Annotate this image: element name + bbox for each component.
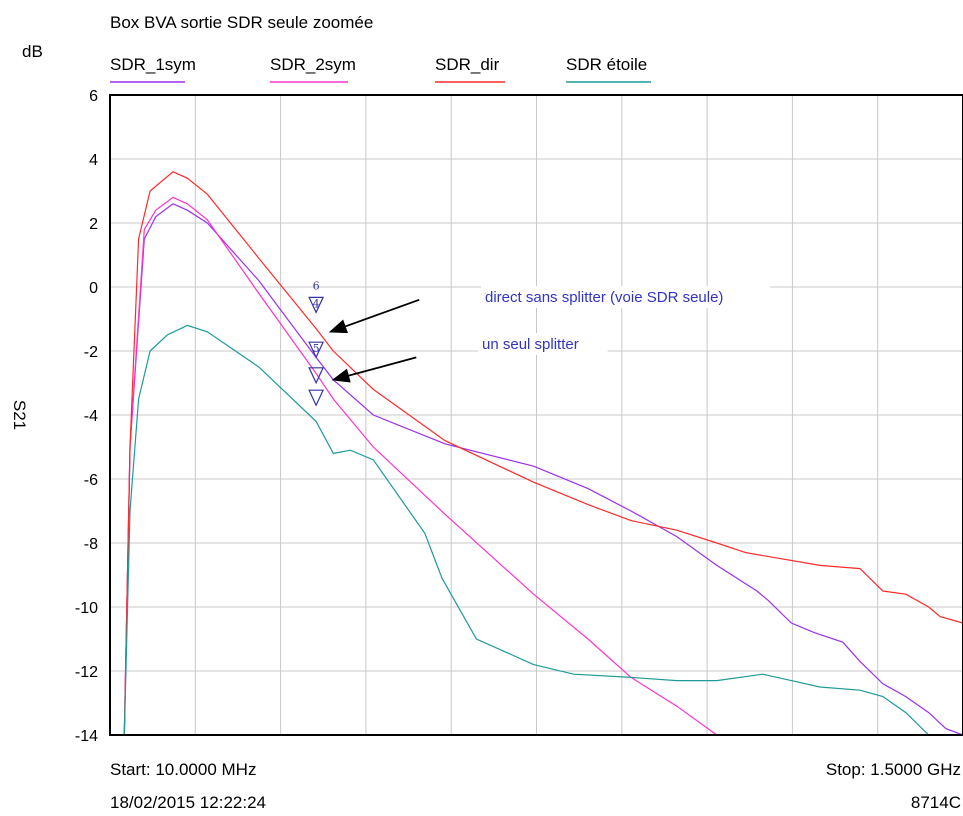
plot-frame — [109, 94, 963, 736]
x-start-label: Start: 10.0000 MHz — [110, 760, 256, 779]
series-line — [110, 203, 963, 735]
y-ticks: 6 4 2 0 -2 -4 -6 -8 -10 -12 -14 — [75, 88, 98, 745]
series-line — [110, 196, 718, 735]
chart-title: Box BVA sortie SDR seule zoomée — [110, 13, 373, 32]
y-tick-label: -2 — [84, 344, 98, 361]
grid — [110, 95, 963, 735]
y-unit-label: dB — [22, 42, 43, 61]
y-tick-label: 4 — [89, 152, 98, 169]
y-tick-label: -10 — [75, 600, 98, 617]
marker-triangle[interactable] — [308, 367, 325, 385]
x-stop-label: Stop: 1.5000 GHz — [826, 760, 961, 779]
y-tick-label: -12 — [75, 664, 98, 681]
annotation-bg — [478, 333, 608, 355]
annotation-arrow — [328, 298, 420, 334]
y-tick-label: -8 — [84, 536, 98, 553]
annotation-text: un seul splitter — [482, 336, 579, 353]
y-tick-label: 6 — [89, 88, 98, 105]
y-tick-label: -14 — [75, 728, 98, 745]
legend-entry: SDR_1sym — [110, 55, 196, 74]
marker-label: 5 — [313, 342, 320, 355]
annotation-arrow — [331, 356, 417, 383]
y-tick-label: -6 — [84, 472, 98, 489]
marker-number: 6 — [313, 279, 320, 292]
annotation-text: direct sans splitter (voie SDR seule) — [485, 289, 723, 306]
annotation-bg — [481, 286, 771, 308]
y-tick-label: 2 — [89, 216, 98, 233]
y-tick-label: -4 — [84, 408, 98, 425]
timestamp: 18/02/2015 12:22:24 — [110, 793, 266, 812]
instrument-model: 8714C — [911, 793, 961, 812]
annotations: direct sans splitter (voie SDR seule) un … — [328, 286, 771, 383]
markers: 6 4 5 — [308, 279, 325, 407]
y-axis-label: S21 — [10, 400, 29, 430]
y-tick-label: 0 — [89, 280, 98, 297]
legend-entry: SDR_dir — [435, 55, 500, 74]
legend: SDR_1sym SDR_2sym SDR_dir SDR étoile — [110, 55, 651, 83]
marker-label: 4 — [313, 297, 320, 310]
marker-triangle[interactable] — [308, 341, 325, 359]
legend-entry: SDR étoile — [566, 55, 647, 74]
series-line — [110, 324, 941, 735]
series-group — [110, 171, 963, 735]
marker-triangle[interactable] — [308, 389, 325, 407]
marker-triangle[interactable] — [308, 296, 325, 314]
series-line — [110, 171, 963, 735]
legend-entry: SDR_2sym — [270, 55, 356, 74]
